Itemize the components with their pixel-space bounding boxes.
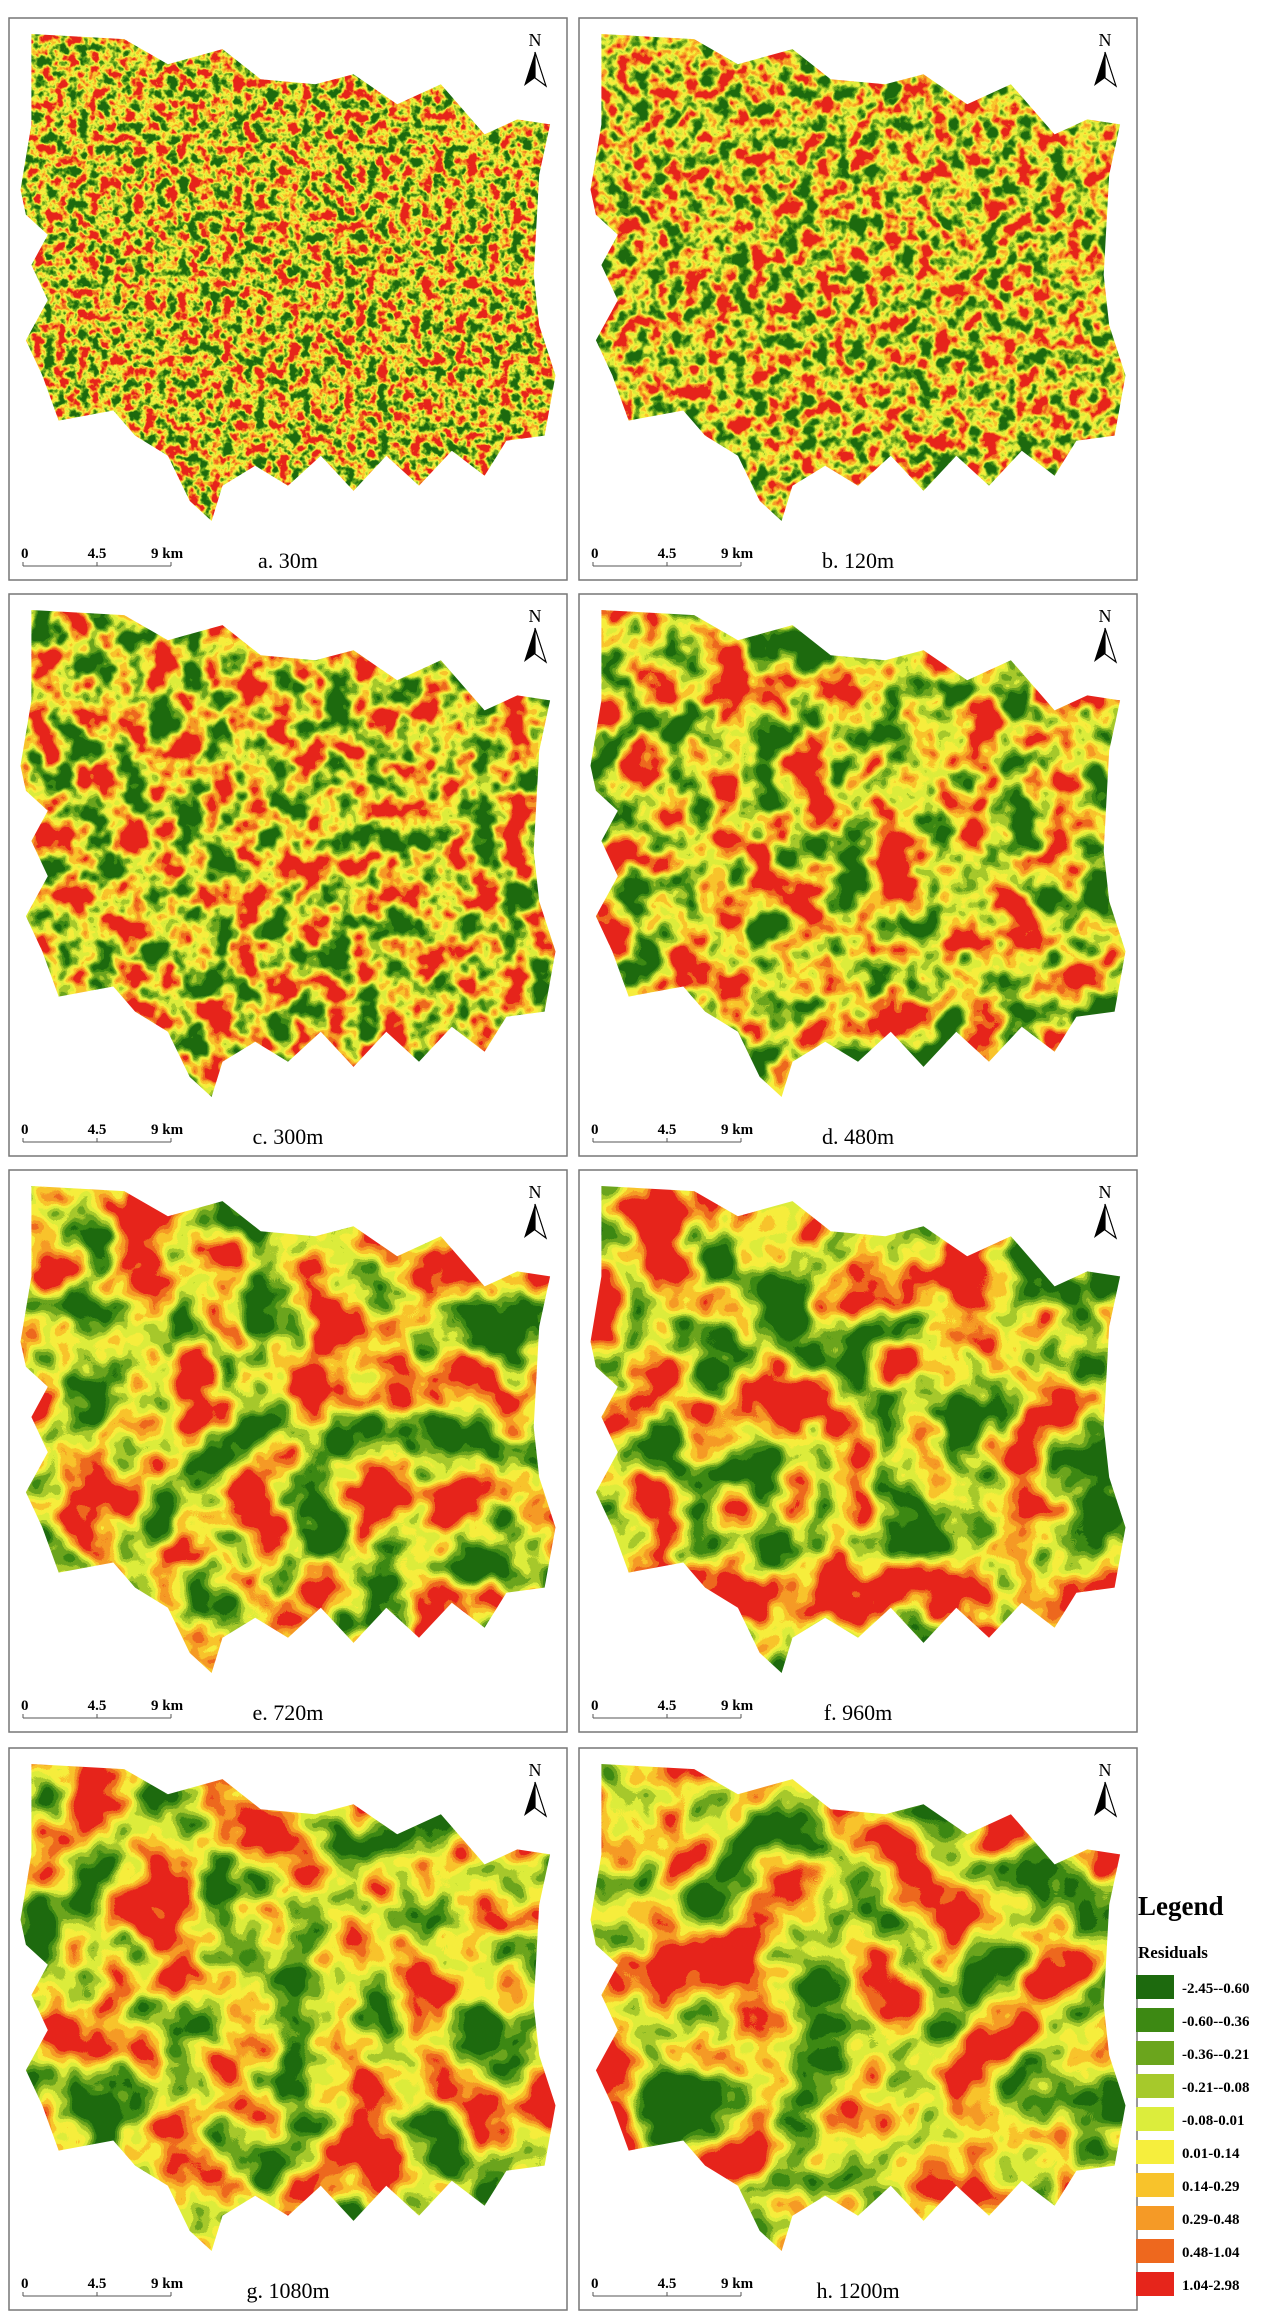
map-panel: N 0 4.5 9 km a. 30m [8,17,568,581]
panel-caption: b. 120m [822,548,894,573]
legend-label: 1.04-2.98 [1182,2278,1240,2294]
north-arrow-right [534,627,548,664]
scale-label: 4.5 [88,546,107,562]
scale-label: 9 km [151,2276,184,2292]
scale-label: 0 [591,1122,599,1138]
scale-label: 4.5 [658,1122,677,1138]
north-label: N [529,1760,542,1780]
legend: Legend Residuals -2.45--0.60 -0.60--0.36 -0.… [1136,1891,1250,2296]
legend-swatch [1136,2239,1174,2263]
legend-swatch [1136,2272,1174,2296]
legend-swatch [1136,2008,1174,2032]
scale-label: 9 km [151,1698,184,1714]
north-arrow-right [534,1781,548,1818]
legend-label: -2.45--0.60 [1182,1981,1250,1997]
legend-swatch [1136,2173,1174,2197]
north-arrow-left [1094,1782,1105,1816]
scale-label: 0 [21,546,29,562]
scale-label: 4.5 [88,1698,107,1714]
legend-swatch [1136,2140,1174,2164]
legend-label: -0.60--0.36 [1182,2014,1250,2030]
legend-swatch [1136,2074,1174,2098]
north-arrow-left [524,1204,535,1238]
north-label: N [1099,1760,1112,1780]
north-arrow-left [524,52,535,86]
legend-label: -0.21--0.08 [1182,2080,1250,2096]
legend-subtitle: Residuals [1138,1943,1208,1962]
north-label: N [1099,1182,1112,1202]
legend-label: 0.14-0.29 [1182,2179,1240,2195]
panel-caption: f. 960m [824,1700,892,1725]
north-arrow-right [1104,627,1118,664]
north-label: N [1099,30,1112,50]
scale-label: 0 [591,546,599,562]
legend-label: 0.29-0.48 [1182,2212,1240,2228]
map-panel: N 0 4.5 9 km h. 1200m [578,1747,1138,2311]
legend-swatch [1136,2206,1174,2230]
legend-title: Legend [1138,1891,1224,1921]
scale-label: 4.5 [88,2276,107,2292]
scale-label: 9 km [721,546,754,562]
panel-caption: d. 480m [822,1124,894,1149]
north-arrow-left [524,628,535,662]
legend-label: 0.48-1.04 [1182,2245,1240,2261]
legend-swatch [1136,2041,1174,2065]
legend-swatch [1136,1975,1174,1999]
north-arrow-right [1104,1203,1118,1240]
scale-label: 0 [591,2276,599,2292]
map-panel: N 0 4.5 9 km g. 1080m [8,1747,568,2311]
scale-label: 0 [21,1122,29,1138]
scale-label: 0 [21,2276,29,2292]
scale-label: 0 [21,1698,29,1714]
north-arrow-left [524,1782,535,1816]
north-label: N [529,30,542,50]
scale-label: 9 km [721,1698,754,1714]
scale-label: 4.5 [88,1122,107,1138]
legend-swatch [1136,2107,1174,2131]
panel-caption: e. 720m [253,1700,324,1725]
north-label: N [529,1182,542,1202]
scale-label: 4.5 [658,1698,677,1714]
scale-label: 9 km [151,546,184,562]
panel-caption: g. 1080m [246,2278,329,2303]
map-panel: N 0 4.5 9 km b. 120m [578,17,1138,581]
map-panel: N 0 4.5 9 km e. 720m [8,1169,568,1733]
scale-label: 9 km [721,1122,754,1138]
scale-label: 0 [591,1698,599,1714]
scale-label: 4.5 [658,2276,677,2292]
legend-label: 0.01-0.14 [1182,2146,1240,2162]
scale-label: 9 km [721,2276,754,2292]
map-panel: N 0 4.5 9 km f. 960m [578,1169,1138,1733]
north-arrow-right [534,51,548,88]
scale-label: 9 km [151,1122,184,1138]
map-panel: N 0 4.5 9 km c. 300m [8,593,568,1157]
scale-label: 4.5 [658,546,677,562]
north-arrow-right [1104,51,1118,88]
panel-caption: a. 30m [258,548,318,573]
north-arrow-right [534,1203,548,1240]
panel-caption: h. 1200m [816,2278,899,2303]
north-label: N [529,606,542,626]
north-label: N [1099,606,1112,626]
panel-caption: c. 300m [253,1124,324,1149]
legend-label: -0.36--0.21 [1182,2047,1250,2063]
legend-label: -0.08-0.01 [1182,2113,1245,2129]
north-arrow-left [1094,52,1105,86]
north-arrow-left [1094,1204,1105,1238]
north-arrow-left [1094,628,1105,662]
map-panel: N 0 4.5 9 km d. 480m [578,593,1138,1157]
north-arrow-right [1104,1781,1118,1818]
